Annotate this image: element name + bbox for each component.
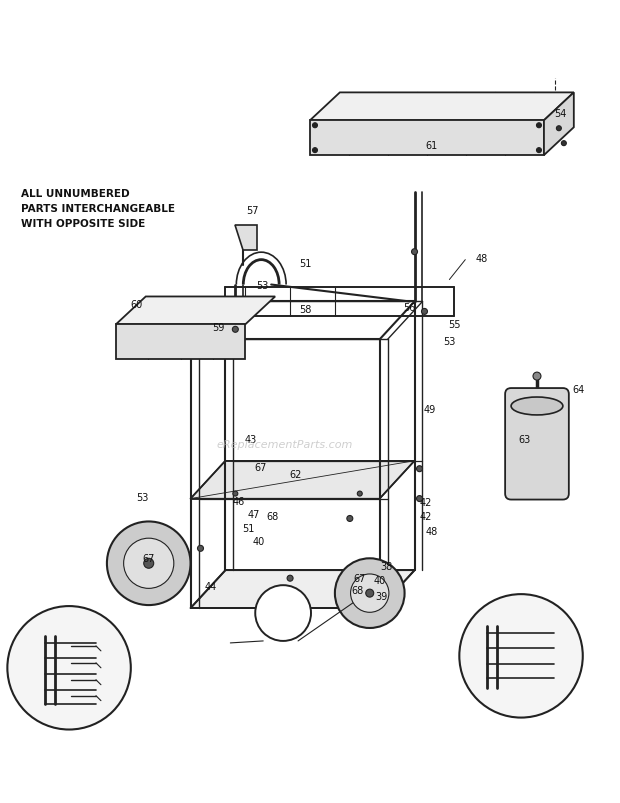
FancyBboxPatch shape <box>505 389 569 500</box>
Text: 50: 50 <box>483 618 495 628</box>
Circle shape <box>7 606 131 730</box>
Text: 67: 67 <box>254 463 267 472</box>
Polygon shape <box>116 325 246 360</box>
Circle shape <box>533 373 541 381</box>
Circle shape <box>347 516 353 522</box>
Text: 68: 68 <box>266 512 278 522</box>
Text: 54: 54 <box>554 109 566 119</box>
Circle shape <box>536 124 541 128</box>
Circle shape <box>287 576 293 581</box>
Text: 61: 61 <box>425 141 438 151</box>
Text: 55: 55 <box>448 320 461 330</box>
Text: 53: 53 <box>136 492 149 502</box>
Circle shape <box>312 124 317 128</box>
Text: 40: 40 <box>252 536 264 547</box>
Text: 43: 43 <box>244 434 257 444</box>
Circle shape <box>422 309 427 315</box>
Polygon shape <box>190 570 415 609</box>
Polygon shape <box>310 93 574 121</box>
Text: 42: 42 <box>419 512 432 522</box>
Circle shape <box>459 594 583 718</box>
Text: 66: 66 <box>19 631 33 641</box>
Text: 53: 53 <box>256 280 268 290</box>
Text: 51: 51 <box>541 691 553 701</box>
Polygon shape <box>116 297 275 325</box>
Circle shape <box>232 327 238 333</box>
Text: 60: 60 <box>131 300 143 310</box>
Circle shape <box>123 539 174 589</box>
Text: 51: 51 <box>299 259 311 268</box>
Text: 48: 48 <box>476 253 487 263</box>
Circle shape <box>255 585 311 641</box>
Text: SEE
DETAILS: SEE DETAILS <box>265 601 301 620</box>
Text: 52: 52 <box>557 638 569 648</box>
Text: 39: 39 <box>376 591 388 601</box>
Text: 53: 53 <box>478 643 490 653</box>
Text: 64: 64 <box>573 385 585 394</box>
Text: 63: 63 <box>518 434 530 444</box>
Circle shape <box>198 546 203 552</box>
Circle shape <box>556 127 561 132</box>
Text: 56: 56 <box>404 303 416 313</box>
Text: 53: 53 <box>443 336 456 347</box>
Polygon shape <box>236 226 257 251</box>
Text: 40: 40 <box>374 576 386 585</box>
Circle shape <box>549 634 553 638</box>
Text: 58: 58 <box>299 305 311 315</box>
Text: 67: 67 <box>353 573 366 584</box>
Ellipse shape <box>511 397 563 415</box>
Polygon shape <box>190 461 415 499</box>
Circle shape <box>144 559 154 569</box>
Circle shape <box>417 466 422 472</box>
Text: 44: 44 <box>205 581 216 592</box>
Text: 41: 41 <box>37 707 50 717</box>
Text: 57: 57 <box>246 206 259 215</box>
Text: 42: 42 <box>419 497 432 507</box>
Circle shape <box>107 522 190 605</box>
Text: 45: 45 <box>269 593 281 603</box>
Circle shape <box>366 589 374 597</box>
Text: 47: 47 <box>247 510 259 520</box>
Text: 62: 62 <box>289 469 301 479</box>
Text: 49: 49 <box>423 405 436 414</box>
Text: 42: 42 <box>65 707 78 717</box>
Circle shape <box>549 649 553 653</box>
Circle shape <box>233 491 238 496</box>
Text: eReplacementParts.com: eReplacementParts.com <box>217 439 353 449</box>
Text: 68: 68 <box>352 585 364 595</box>
Text: 65: 65 <box>55 691 68 701</box>
Circle shape <box>412 250 417 255</box>
Text: 67: 67 <box>143 553 155 564</box>
Text: 38: 38 <box>381 561 393 572</box>
Circle shape <box>417 496 422 502</box>
Polygon shape <box>310 121 544 156</box>
Text: 51: 51 <box>242 524 254 534</box>
Circle shape <box>312 149 317 153</box>
Circle shape <box>549 665 553 669</box>
Polygon shape <box>544 93 574 156</box>
Circle shape <box>350 574 389 613</box>
Circle shape <box>536 149 541 153</box>
Text: 48: 48 <box>425 527 438 536</box>
Text: 59: 59 <box>212 323 224 333</box>
Circle shape <box>357 491 362 496</box>
Text: ALL UNNUMBERED
PARTS INTERCHANGEABLE
WITH OPPOSITE SIDE: ALL UNNUMBERED PARTS INTERCHANGEABLE WIT… <box>21 189 175 228</box>
Text: 46: 46 <box>232 496 244 506</box>
Circle shape <box>335 559 405 628</box>
Circle shape <box>561 141 566 146</box>
Circle shape <box>291 599 299 607</box>
